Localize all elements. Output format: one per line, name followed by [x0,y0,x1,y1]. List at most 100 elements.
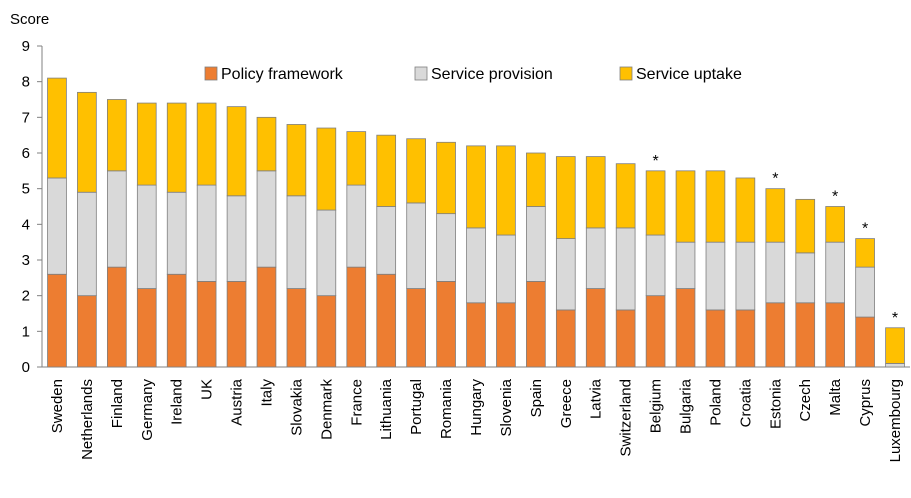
bar-segment-service-uptake [855,238,875,268]
y-tick-label: 5 [22,181,30,198]
annotations: * * * * * [652,153,898,327]
y-tick-label: 0 [22,359,30,376]
bar-segment-service-uptake [825,206,846,243]
bar-segment-service-provision [615,227,636,311]
x-category-label: Luxembourg [887,379,904,462]
bar-segment-policy-framework [346,266,367,368]
bars [47,77,905,368]
bar-segment-service-provision [166,191,187,275]
y-tick-label: 4 [22,216,30,233]
y-tick-label: 7 [22,109,30,126]
bar-segment-service-uptake [885,327,905,364]
legend-label: Service uptake [636,66,742,83]
bar-segment-service-provision [286,195,307,289]
bar-segment-policy-framework [316,295,337,368]
bar-segment-service-provision [136,184,157,289]
bar-segment-policy-framework [226,280,247,368]
bar-segment-service-uptake [645,170,666,236]
bar-segment-policy-framework [47,273,67,368]
bar-segment-service-provision [705,241,726,311]
y-tick-label: 2 [22,288,30,305]
bar-segment-policy-framework [77,295,97,368]
bar-segment-service-uptake [735,177,756,243]
bar-segment-service-provision [855,266,875,318]
annotation-asterisk: * [652,153,658,170]
bar-segment-policy-framework [765,302,786,368]
y-tick-label: 6 [22,145,30,162]
bar-segment-policy-framework [855,316,875,368]
x-category-label: Finland [109,379,126,428]
y-tick-label: 3 [22,252,30,269]
bar-segment-service-provision [196,184,217,282]
x-category-label: Denmark [318,379,335,440]
bar-segment-service-provision [765,241,786,304]
y-tick-label: 9 [22,38,30,55]
x-category-label: Austria [229,378,246,425]
bar-segment-service-provision [106,170,127,268]
bar-segment-service-provision [526,206,546,282]
bar-segment-service-provision [885,363,905,368]
bar-segment-service-uptake [286,124,307,197]
bar-segment-service-provision [376,206,397,275]
x-category-label: Germany [139,379,156,441]
bar-segment-service-provision [735,241,756,311]
x-category-label: Cyprus [857,379,874,427]
bar-segment-service-uptake [555,156,576,239]
bar-segment-service-uptake [346,131,367,186]
bar-segment-policy-framework [406,288,426,368]
x-category-label: Romania [438,378,455,439]
x-category-label: Lithuania [378,378,395,440]
bar-segment-service-uptake [77,91,97,193]
bar-segment-service-provision [555,238,576,311]
bar-segment-service-uptake [765,188,786,243]
x-category-label: Slovenia [498,378,515,436]
x-category-label: Czech [797,379,814,422]
bar-segment-service-uptake [406,138,426,204]
x-category-label: Latvia [588,378,605,419]
annotation-asterisk: * [892,310,898,327]
x-category-label: Sweden [49,379,66,433]
bar-segment-service-uptake [466,145,486,229]
x-category-label: Estonia [767,378,784,429]
x-category-label: Bulgaria [678,378,695,434]
x-category-label: Switzerland [618,379,635,457]
bar-segment-policy-framework [615,309,636,368]
annotation-asterisk: * [772,171,778,188]
bar-segment-service-uptake [585,156,606,229]
bar-segment-policy-framework [496,302,516,368]
legend: Policy framework Service provision Service… [204,66,742,83]
bar-segment-service-provision [316,209,337,297]
bar-segment-service-provision [675,241,696,289]
legend-swatch [414,66,428,81]
bar-segment-service-provision [496,234,516,304]
x-category-label: Greece [558,379,575,428]
bar-segment-policy-framework [196,280,217,368]
bar-segment-service-uptake [526,152,546,207]
bar-segment-policy-framework [825,302,846,368]
bar-segment-service-uptake [705,170,726,243]
bar-segment-service-provision [226,195,247,282]
y-tick-label: 8 [22,74,30,91]
bar-segment-service-uptake [496,145,516,236]
bar-segment-service-uptake [376,134,397,207]
bar-segment-service-uptake [106,99,127,172]
x-category-label: Croatia [737,378,754,427]
bar-segment-policy-framework [585,288,606,368]
bar-segment-policy-framework [286,288,307,368]
bar-segment-policy-framework [795,302,816,368]
bar-segment-policy-framework [735,309,756,368]
legend-swatch [619,66,633,81]
bar-segment-service-provision [466,227,486,304]
bar-segment-service-provision [645,234,666,297]
bar-segment-service-uptake [615,163,636,229]
annotation-asterisk: * [862,221,868,238]
x-category-label: Slovakia [288,378,305,435]
bar-segment-service-provision [436,213,456,282]
x-category-label: Poland [707,379,724,426]
x-category-label: France [348,379,365,426]
axes: Score 0 1 2 3 4 5 6 7 8 9 Sweden Netherlands Finland G… [10,11,910,462]
bar-segment-service-provision [406,202,426,289]
bar-segment-service-uptake [196,102,217,186]
bar-segment-policy-framework [675,288,696,368]
bar-segment-policy-framework [136,288,157,368]
